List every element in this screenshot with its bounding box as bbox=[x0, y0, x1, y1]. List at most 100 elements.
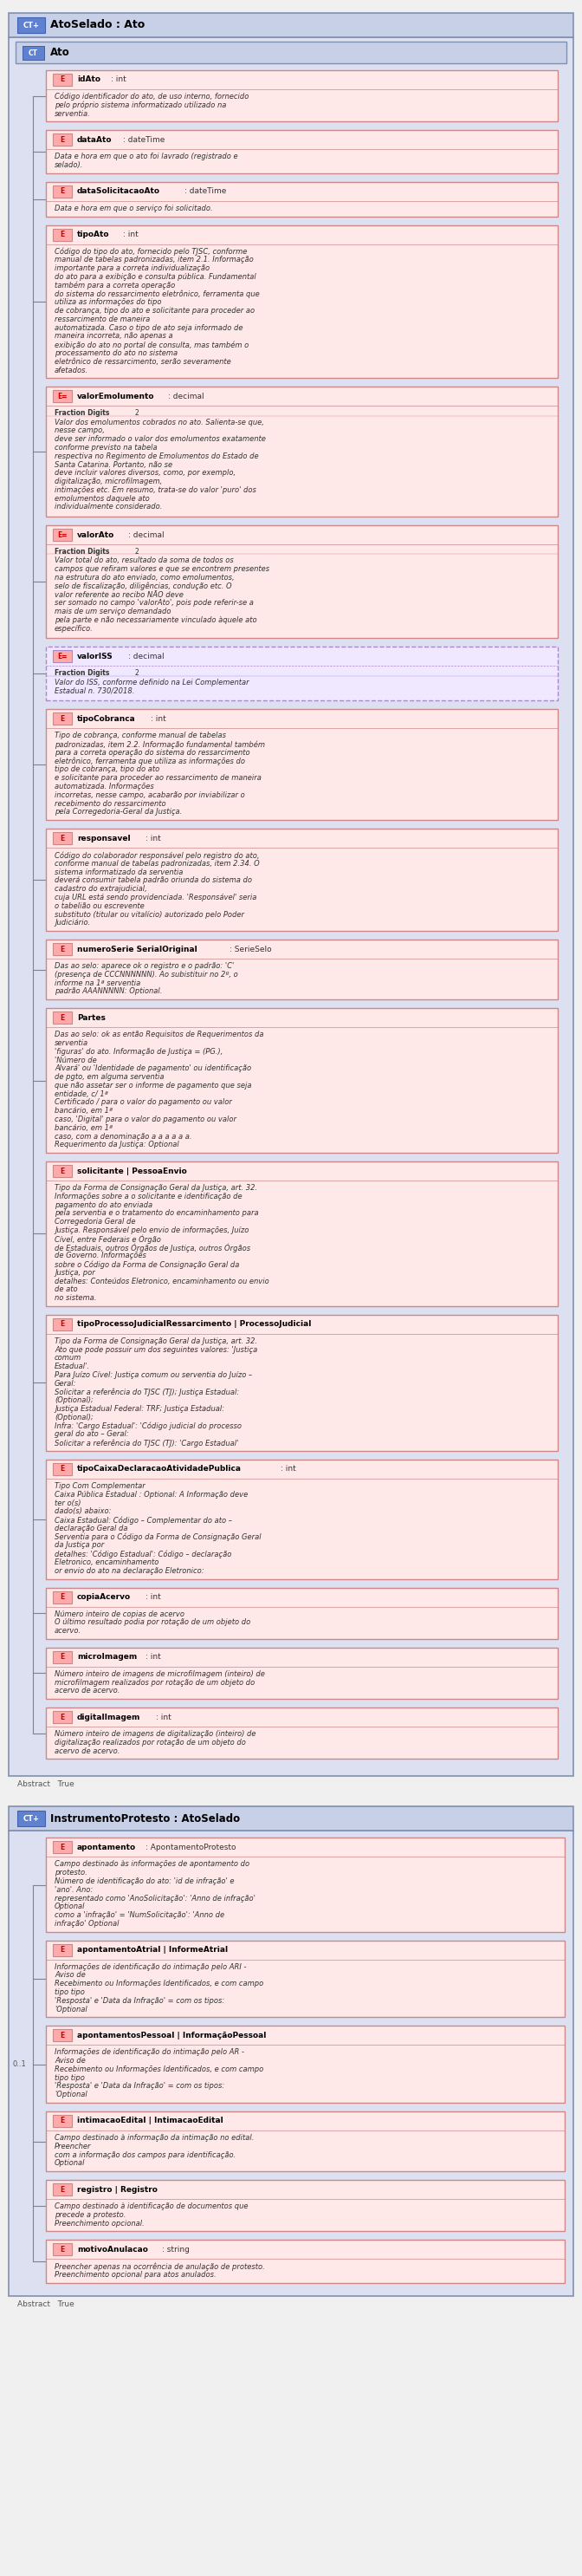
Text: : int: : int bbox=[151, 716, 166, 724]
Text: serventia.: serventia. bbox=[55, 111, 91, 118]
Text: : int: : int bbox=[123, 232, 138, 240]
Text: 2: 2 bbox=[134, 549, 139, 556]
Text: or envio do ato na declaração Eletronico:: or envio do ato na declaração Eletronico… bbox=[55, 1566, 204, 1574]
Text: processamento do ato no sistema: processamento do ato no sistema bbox=[55, 350, 178, 358]
Text: da Justiça por: da Justiça por bbox=[55, 1540, 104, 1548]
Text: importante para a correta individualização: importante para a correta individualizaç… bbox=[55, 265, 210, 273]
FancyBboxPatch shape bbox=[53, 1319, 72, 1329]
Text: Estadual'.: Estadual'. bbox=[55, 1363, 90, 1370]
Text: Para Juízo Cível: Justiça comum ou serventia do Juízo –: Para Juízo Cível: Justiça comum ou serve… bbox=[55, 1370, 252, 1378]
Text: 'Optional: 'Optional bbox=[55, 2004, 87, 2012]
Text: responsavel: responsavel bbox=[77, 835, 130, 842]
Text: microfilmagem realizados por rotação de um objeto do: microfilmagem realizados por rotação de … bbox=[55, 1680, 255, 1687]
Text: Valor total do ato, resultado da soma de todos os: Valor total do ato, resultado da soma de… bbox=[55, 556, 233, 564]
Text: Tipo da Forma de Consignação Geral da Justiça, art. 32.: Tipo da Forma de Consignação Geral da Ju… bbox=[55, 1185, 257, 1193]
Text: ser somado no campo 'valorAto', pois pode referir-se a: ser somado no campo 'valorAto', pois pod… bbox=[55, 600, 254, 608]
Text: dado(s) abaixo:: dado(s) abaixo: bbox=[55, 1507, 111, 1515]
Text: infração' Optional: infração' Optional bbox=[55, 1919, 119, 1927]
FancyBboxPatch shape bbox=[46, 526, 558, 639]
Text: InstrumentoProtesto : AtoSelado: InstrumentoProtesto : AtoSelado bbox=[50, 1814, 240, 1824]
Text: valorISS: valorISS bbox=[77, 652, 113, 659]
FancyBboxPatch shape bbox=[53, 2115, 72, 2128]
Text: padronizadas, item 2.2. Informação fundamental também: padronizadas, item 2.2. Informação funda… bbox=[55, 739, 265, 750]
Text: Abstract   True: Abstract True bbox=[17, 2300, 74, 2308]
FancyBboxPatch shape bbox=[53, 1164, 72, 1177]
Text: Requerimento da Justiça: Optional: Requerimento da Justiça: Optional bbox=[55, 1141, 179, 1149]
Text: motivoAnulacao: motivoAnulacao bbox=[77, 2246, 148, 2254]
Text: cadastro do extrajudicial,: cadastro do extrajudicial, bbox=[55, 886, 147, 894]
FancyBboxPatch shape bbox=[53, 185, 72, 198]
Text: E: E bbox=[60, 188, 65, 196]
Text: mais de um serviço demandado: mais de um serviço demandado bbox=[55, 608, 171, 616]
FancyBboxPatch shape bbox=[46, 386, 558, 518]
Text: : int: : int bbox=[145, 835, 161, 842]
FancyBboxPatch shape bbox=[53, 528, 72, 541]
Text: 'figuras' do ato. Informação de Justiça = (PG.),: 'figuras' do ato. Informação de Justiça … bbox=[55, 1048, 223, 1056]
Text: : dateTime: : dateTime bbox=[184, 188, 226, 196]
Text: selo de fiscalização, diligências, condução etc. O: selo de fiscalização, diligências, condu… bbox=[55, 582, 232, 590]
FancyBboxPatch shape bbox=[46, 1708, 558, 1759]
Text: 'ano'. Ano:: 'ano'. Ano: bbox=[55, 1886, 93, 1893]
Text: acervo de acervo.: acervo de acervo. bbox=[55, 1747, 120, 1754]
Text: Estadual n. 730/2018.: Estadual n. 730/2018. bbox=[55, 688, 134, 696]
Text: copiaAcervo: copiaAcervo bbox=[77, 1592, 131, 1600]
Text: Preenchimento opcional.: Preenchimento opcional. bbox=[55, 2221, 144, 2228]
Text: representado como 'AnoSolicitação': 'Anno de infração': representado como 'AnoSolicitação': 'Ann… bbox=[55, 1893, 255, 1901]
Text: utiliza as informações do tipo: utiliza as informações do tipo bbox=[55, 299, 162, 307]
FancyBboxPatch shape bbox=[53, 134, 72, 147]
Text: dataSolicitacaoAto: dataSolicitacaoAto bbox=[77, 188, 160, 196]
Text: E: E bbox=[60, 1466, 65, 1473]
FancyBboxPatch shape bbox=[53, 1463, 72, 1476]
Text: microImagem: microImagem bbox=[77, 1654, 137, 1662]
Text: E: E bbox=[60, 1321, 65, 1329]
Text: que não assetar ser o informe de pagamento que seja: que não assetar ser o informe de pagamen… bbox=[55, 1082, 251, 1090]
FancyBboxPatch shape bbox=[16, 41, 566, 64]
Text: Solicitar a referência do TJSC (TJ): 'Cargo Estadual': Solicitar a referência do TJSC (TJ): 'Ca… bbox=[55, 1440, 239, 1448]
Text: 2: 2 bbox=[134, 670, 139, 677]
Text: dataAto: dataAto bbox=[77, 137, 112, 144]
Text: deverá consumir tabela padrão oriunda do sistema do: deverá consumir tabela padrão oriunda do… bbox=[55, 876, 252, 884]
FancyBboxPatch shape bbox=[46, 1587, 558, 1638]
Text: apontamentoAtrial | InformeAtrial: apontamentoAtrial | InformeAtrial bbox=[77, 1945, 228, 1953]
Text: afetados.: afetados. bbox=[55, 366, 88, 374]
Text: E: E bbox=[60, 2246, 65, 2254]
FancyBboxPatch shape bbox=[46, 224, 558, 379]
FancyBboxPatch shape bbox=[53, 2030, 72, 2043]
Text: : decimal: : decimal bbox=[168, 392, 204, 399]
Text: caso, com a denominação a a a a a a.: caso, com a denominação a a a a a a. bbox=[55, 1133, 192, 1141]
FancyBboxPatch shape bbox=[46, 1649, 558, 1700]
FancyBboxPatch shape bbox=[53, 943, 72, 956]
Text: E: E bbox=[60, 232, 65, 240]
FancyBboxPatch shape bbox=[53, 1945, 72, 1955]
Text: Optional: Optional bbox=[55, 1904, 86, 1911]
Text: recebimento do ressarcimento: recebimento do ressarcimento bbox=[55, 799, 166, 806]
Text: bancário, em 1ª: bancário, em 1ª bbox=[55, 1123, 112, 1131]
Text: : decimal: : decimal bbox=[128, 531, 164, 538]
Text: Preenchimento opcional para atos anulados.: Preenchimento opcional para atos anulado… bbox=[55, 2272, 216, 2280]
Text: 2: 2 bbox=[134, 410, 139, 417]
Text: digitalImagem: digitalImagem bbox=[77, 1713, 141, 1721]
Text: campos que refiram valores e que se encontrem presentes: campos que refiram valores e que se enco… bbox=[55, 564, 269, 574]
FancyBboxPatch shape bbox=[53, 714, 72, 724]
Text: E: E bbox=[60, 716, 65, 724]
Text: : string: : string bbox=[162, 2246, 190, 2254]
Text: E: E bbox=[60, 1015, 65, 1023]
Text: O último resultado podia por rotação de um objeto do: O último resultado podia por rotação de … bbox=[55, 1618, 250, 1625]
Text: sobre o Código da Forma de Consignação Geral da: sobre o Código da Forma de Consignação G… bbox=[55, 1260, 239, 1267]
Text: E: E bbox=[60, 1844, 65, 1852]
FancyBboxPatch shape bbox=[16, 64, 566, 1772]
Text: valorAto: valorAto bbox=[77, 531, 115, 538]
Text: caso, 'Digital' para o valor do pagamento ou valor: caso, 'Digital' para o valor do pagament… bbox=[55, 1115, 236, 1123]
Text: declaração Geral da: declaração Geral da bbox=[55, 1525, 127, 1533]
FancyBboxPatch shape bbox=[46, 183, 558, 216]
FancyBboxPatch shape bbox=[46, 940, 558, 999]
Text: Recebimento ou Informações Identificados, e com campo: Recebimento ou Informações Identificados… bbox=[55, 2066, 264, 2074]
Text: digitalização, microfilmagem,: digitalização, microfilmagem, bbox=[55, 477, 162, 484]
Text: Número inteiro de imagens de digitalização (inteiro) de: Número inteiro de imagens de digitalizaç… bbox=[55, 1731, 256, 1739]
Text: Campo destinado às informações de apontamento do: Campo destinado às informações de aponta… bbox=[55, 1860, 250, 1868]
Text: detalhes: 'Código Estadual': Código – declaração: detalhes: 'Código Estadual': Código – de… bbox=[55, 1551, 232, 1558]
Text: digitalização realizados por rotação de um objeto do: digitalização realizados por rotação de … bbox=[55, 1739, 246, 1747]
Text: : int: : int bbox=[157, 1713, 172, 1721]
Text: Código identificador do ato, de uso interno, fornecido: Código identificador do ato, de uso inte… bbox=[55, 93, 249, 100]
Text: Campo destinado à identificação de documentos que: Campo destinado à identificação de docum… bbox=[55, 2202, 248, 2210]
